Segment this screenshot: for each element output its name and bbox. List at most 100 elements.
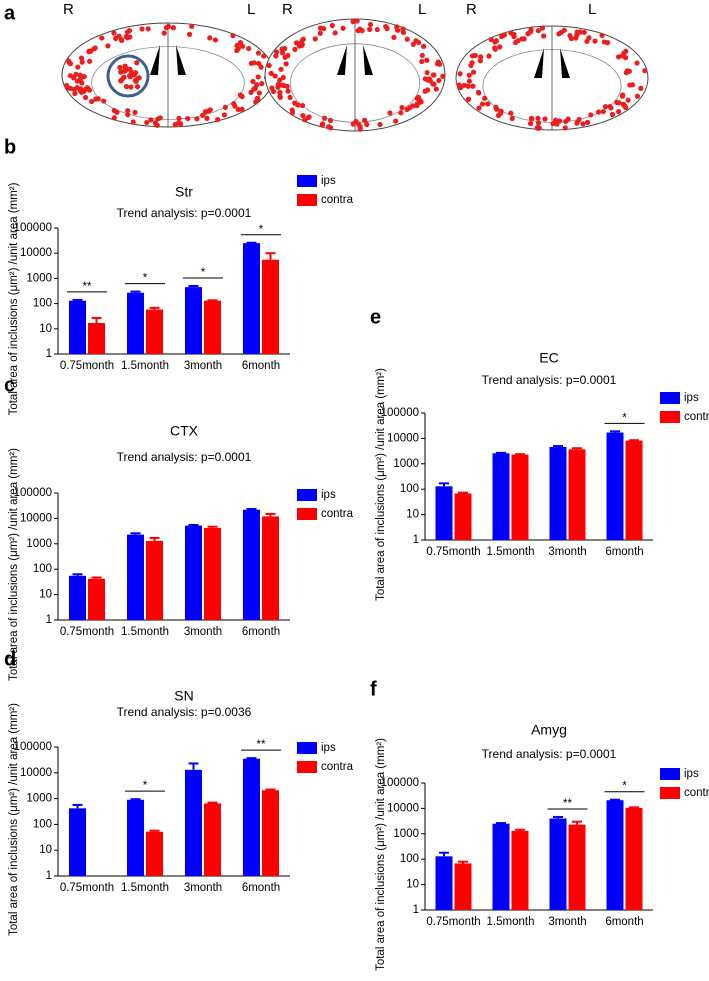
bar bbox=[146, 831, 163, 876]
panel-label: e bbox=[370, 306, 381, 328]
chart-title: Str bbox=[175, 184, 193, 200]
inclusion-dot bbox=[521, 36, 527, 42]
inclusion-dot bbox=[357, 124, 363, 130]
inclusion-dot bbox=[482, 95, 488, 101]
inclusion-dot bbox=[626, 68, 632, 74]
inclusion-dot bbox=[255, 60, 262, 67]
inclusion-dot bbox=[478, 54, 484, 60]
inclusion-dot bbox=[433, 86, 439, 92]
inclusion-dot bbox=[542, 116, 548, 122]
bar bbox=[262, 516, 279, 620]
y-tick-label: 1 bbox=[413, 904, 419, 916]
inclusion-dot bbox=[599, 32, 605, 39]
x-tick-label: 0.75month bbox=[60, 882, 114, 894]
inclusion-dot bbox=[499, 33, 505, 40]
inclusion-dot bbox=[634, 60, 640, 66]
inclusion-dot bbox=[457, 71, 463, 77]
inclusion-dot bbox=[154, 122, 160, 128]
y-tick-label: 100 bbox=[400, 483, 419, 495]
y-tick-label: 100 bbox=[33, 563, 52, 575]
inclusion-dot bbox=[535, 125, 541, 131]
panel-label: a bbox=[4, 2, 16, 24]
legend-label: ips bbox=[684, 768, 699, 780]
inclusion-dot bbox=[128, 69, 135, 75]
inclusion-dot bbox=[296, 43, 303, 49]
inclusion-dot bbox=[465, 83, 471, 89]
inclusion-dot bbox=[512, 39, 519, 46]
y-tick-label: 10000 bbox=[387, 802, 419, 814]
inclusion-dot bbox=[134, 60, 140, 66]
inclusion-dot bbox=[638, 85, 644, 91]
inclusion-dot bbox=[258, 64, 264, 70]
inclusion-dot bbox=[82, 94, 89, 101]
inclusion-dot bbox=[615, 54, 622, 60]
inclusion-dot bbox=[588, 112, 594, 118]
inclusion-dot bbox=[300, 112, 306, 119]
y-tick-label: 10 bbox=[39, 589, 52, 601]
inclusion-dot bbox=[284, 83, 290, 89]
inclusion-dot bbox=[176, 115, 182, 121]
bar bbox=[568, 824, 586, 910]
bar bbox=[146, 309, 163, 354]
inclusion-dot bbox=[255, 74, 261, 80]
y-tick-label: 10000 bbox=[20, 247, 52, 259]
inclusion-dot bbox=[295, 102, 301, 108]
inclusion-dot bbox=[436, 61, 443, 67]
inclusion-dot bbox=[239, 43, 246, 49]
legend-swatch bbox=[297, 489, 317, 501]
bar bbox=[262, 790, 279, 876]
inclusion-dot bbox=[436, 77, 442, 84]
inclusion-dot bbox=[256, 90, 262, 96]
x-tick-label: 1.5month bbox=[121, 882, 169, 894]
inclusion-dot bbox=[418, 99, 424, 105]
inclusion-dot bbox=[367, 21, 374, 28]
side-label: R bbox=[466, 1, 477, 18]
inclusion-dot bbox=[557, 118, 563, 124]
inclusion-dot bbox=[362, 117, 368, 123]
legend-swatch bbox=[297, 742, 317, 754]
inclusion-dot bbox=[134, 84, 141, 90]
inclusion-dot bbox=[285, 88, 291, 94]
inclusion-dot bbox=[634, 93, 641, 99]
inclusion-dot bbox=[619, 53, 626, 59]
inclusion-dot bbox=[488, 36, 494, 43]
ventricle bbox=[534, 48, 570, 78]
chart-subtitle: Trend analysis: p=0.0036 bbox=[117, 705, 252, 719]
inclusion-dot bbox=[317, 30, 323, 36]
inclusion-dot bbox=[468, 62, 474, 69]
bar bbox=[625, 807, 643, 910]
inclusion-dot bbox=[86, 87, 93, 93]
bar bbox=[204, 527, 221, 620]
inclusion-dot bbox=[424, 57, 430, 63]
inclusion-dot bbox=[139, 26, 145, 32]
inclusion-dot bbox=[118, 77, 124, 84]
inclusion-dot bbox=[367, 26, 373, 32]
y-tick-label: 10 bbox=[39, 323, 52, 335]
bar bbox=[204, 300, 221, 354]
legend-swatch bbox=[660, 411, 680, 423]
inclusion-dot bbox=[527, 29, 534, 35]
inclusion-dot bbox=[67, 73, 74, 79]
inclusion-dot bbox=[72, 90, 78, 97]
inclusion-dot bbox=[476, 90, 482, 96]
inclusion-dot bbox=[300, 36, 306, 42]
inclusion-dot bbox=[235, 106, 241, 113]
inclusion-dot bbox=[508, 110, 514, 116]
inclusion-dot bbox=[277, 94, 283, 100]
inclusion-dot bbox=[340, 25, 346, 31]
inclusion-dot bbox=[221, 112, 228, 118]
chart-subtitle: Trend analysis: p=0.0001 bbox=[117, 206, 252, 220]
inclusion-dot bbox=[539, 25, 546, 31]
y-tick-label: 10000 bbox=[387, 432, 419, 444]
inclusion-dot bbox=[581, 29, 587, 35]
y-tick-label: 10000 bbox=[20, 767, 52, 779]
inclusion-dot bbox=[255, 50, 262, 56]
legend-label: ips bbox=[321, 489, 336, 501]
inclusion-dot bbox=[287, 94, 293, 101]
x-tick-label: 3month bbox=[184, 626, 222, 638]
inclusion-dot bbox=[470, 83, 476, 89]
inclusion-dot bbox=[230, 33, 236, 39]
significance-label: ** bbox=[563, 798, 572, 810]
inclusion-dot bbox=[121, 74, 127, 80]
x-tick-label: 6month bbox=[242, 360, 280, 372]
